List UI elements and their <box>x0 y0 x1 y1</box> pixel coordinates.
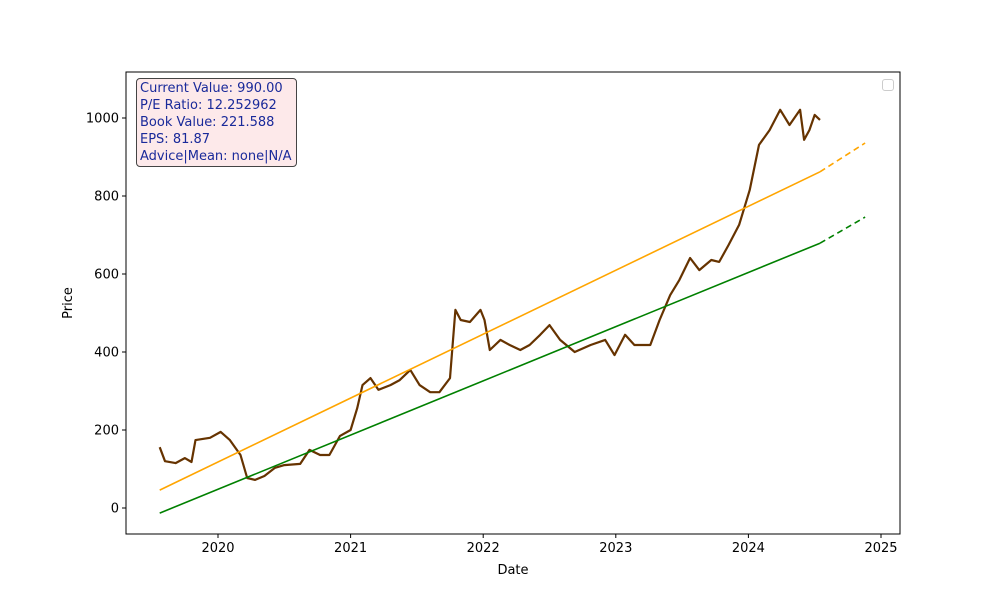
legend <box>882 79 894 91</box>
pe-ratio: P/E Ratio: 12.252962 <box>140 98 277 113</box>
series-price <box>158 108 821 481</box>
x-tick-label: 2022 <box>467 541 500 556</box>
current-value: Current Value: 990.00 <box>140 81 283 96</box>
x-tick-label: 2024 <box>732 541 765 556</box>
series-upper-projection <box>819 142 866 173</box>
x-tick-label: 2021 <box>334 541 367 556</box>
plot-frame <box>125 71 901 535</box>
x-tick-label: 2023 <box>599 541 632 556</box>
y-tick-label: 600 <box>94 268 119 283</box>
x-tick-label: 2025 <box>864 541 897 556</box>
x-axis-label: Date <box>497 563 528 578</box>
y-tick-label: 0 <box>111 502 119 517</box>
y-axis-label: Price <box>61 287 76 319</box>
y-tick-label: 200 <box>94 424 119 439</box>
series-lower-trend <box>159 242 821 514</box>
eps: EPS: 81.87 <box>140 132 211 147</box>
y-tick-label: 400 <box>94 346 119 361</box>
info-box: Current Value: 990.00 P/E Ratio: 12.2529… <box>136 78 297 167</box>
advice: Advice|Mean: none|N/A <box>140 149 292 164</box>
series-lower-projection <box>819 216 866 244</box>
book-value: Book Value: 221.588 <box>140 115 275 130</box>
x-tick-label: 2020 <box>201 541 234 556</box>
y-tick-label: 1000 <box>86 112 119 127</box>
y-tick-label: 800 <box>94 190 119 205</box>
series-upper-trend <box>159 171 821 491</box>
